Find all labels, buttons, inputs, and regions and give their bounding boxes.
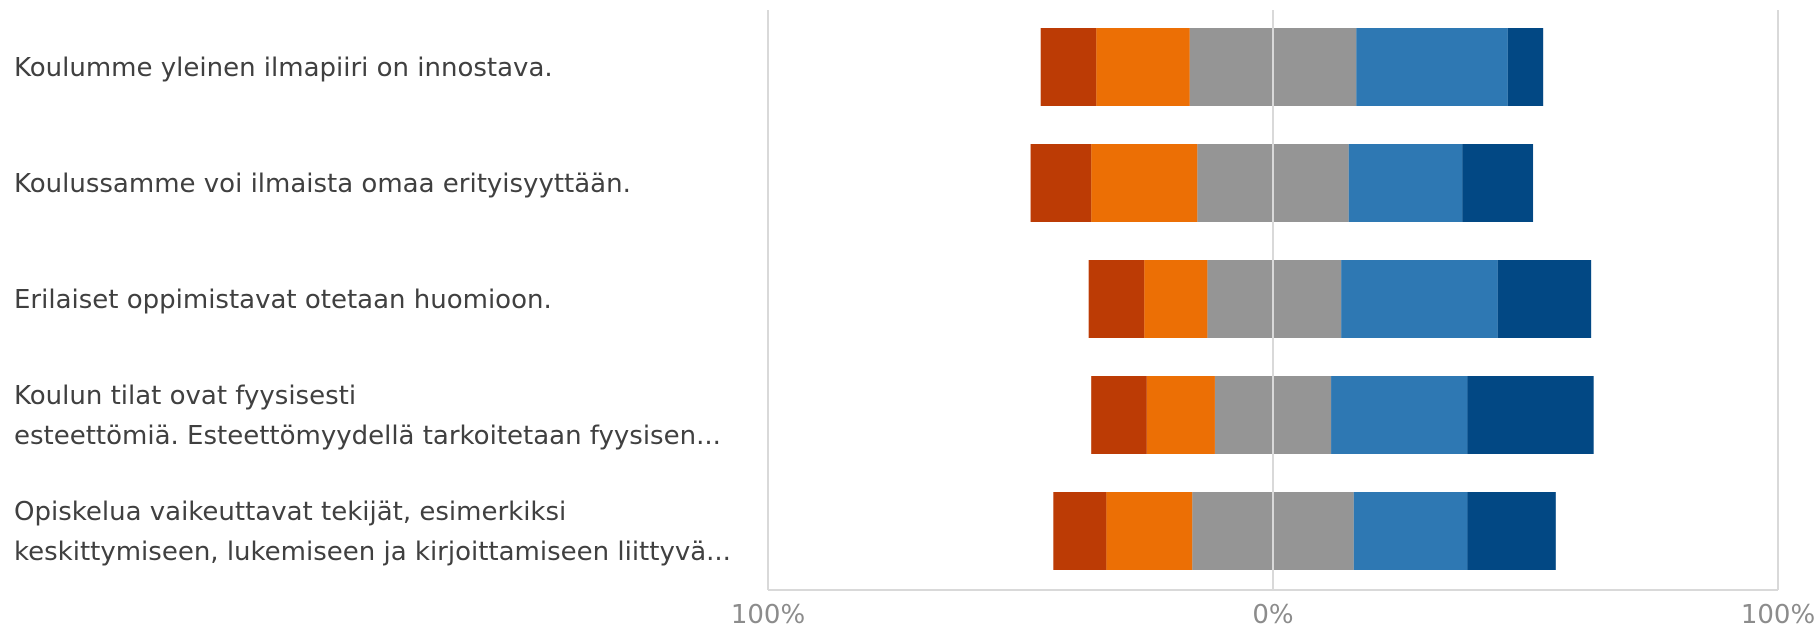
category-label-row5-line1: Opiskelua vaikeuttavat tekijät, esimerki… xyxy=(14,497,566,527)
bar-segment-row3-neg1 xyxy=(1088,260,1145,338)
bar-segment-row1-pos1 xyxy=(1273,28,1357,106)
bar-segment-row2-neg1 xyxy=(1030,144,1092,222)
x-tick-label-3: 100% xyxy=(1741,600,1815,629)
bar-segment-row2-neg2 xyxy=(1091,144,1198,222)
bar-segment-row1-pos3 xyxy=(1507,28,1544,106)
bar-segment-row5-pos2 xyxy=(1353,492,1468,570)
bar-segment-row5-neg3 xyxy=(1192,492,1273,570)
bar-segment-row2-pos3 xyxy=(1462,144,1534,222)
bar-segment-row4-pos3 xyxy=(1467,376,1594,454)
bar-segment-row3-pos3 xyxy=(1497,260,1592,338)
bar-segment-row2-neg3 xyxy=(1197,144,1273,222)
category-label-row4-line1: Koulun tilat ovat fyysisesti xyxy=(14,381,356,411)
category-label-row2-line1: Koulussamme voi ilmaista omaa erityisyyt… xyxy=(14,169,631,199)
bar-segment-row3-pos2 xyxy=(1341,260,1498,338)
bar-segment-row4-neg3 xyxy=(1214,376,1273,454)
bar-segment-row1-pos2 xyxy=(1356,28,1508,106)
bar-segment-row5-neg1 xyxy=(1053,492,1107,570)
bar-segment-row2-pos2 xyxy=(1348,144,1463,222)
category-label-row5-line2: keskittymiseen, lukemiseen ja kirjoittam… xyxy=(14,537,731,567)
bar-segment-row1-neg3 xyxy=(1189,28,1273,106)
bar-segment-row4-neg1 xyxy=(1091,376,1147,454)
x-tick-label-1: 100% xyxy=(731,600,805,629)
bar-segment-row5-pos3 xyxy=(1467,492,1556,570)
bar-segment-row2-pos1 xyxy=(1273,144,1349,222)
bar-segment-row4-pos2 xyxy=(1331,376,1468,454)
bar-segment-row1-neg2 xyxy=(1096,28,1190,106)
bar-segment-row4-pos1 xyxy=(1273,376,1332,454)
category-label-row4-line2: esteettömiä. Esteettömyydellä tarkoiteta… xyxy=(14,421,721,451)
bar-segment-row5-neg2 xyxy=(1106,492,1193,570)
category-label-row1-line1: Koulumme yleinen ilmapiiri on innostava. xyxy=(14,53,553,83)
bar-segment-row4-neg2 xyxy=(1146,376,1215,454)
category-label-row3-line1: Erilaiset oppimistavat otetaan huomioon. xyxy=(14,285,552,315)
bar-segment-row1-neg1 xyxy=(1040,28,1097,106)
bar-segment-row3-pos1 xyxy=(1273,260,1342,338)
bar-segment-row5-pos1 xyxy=(1273,492,1354,570)
bar-segment-row3-neg3 xyxy=(1207,260,1273,338)
bar-segment-row3-neg2 xyxy=(1144,260,1208,338)
x-tick-label-2: 0% xyxy=(1252,600,1293,629)
